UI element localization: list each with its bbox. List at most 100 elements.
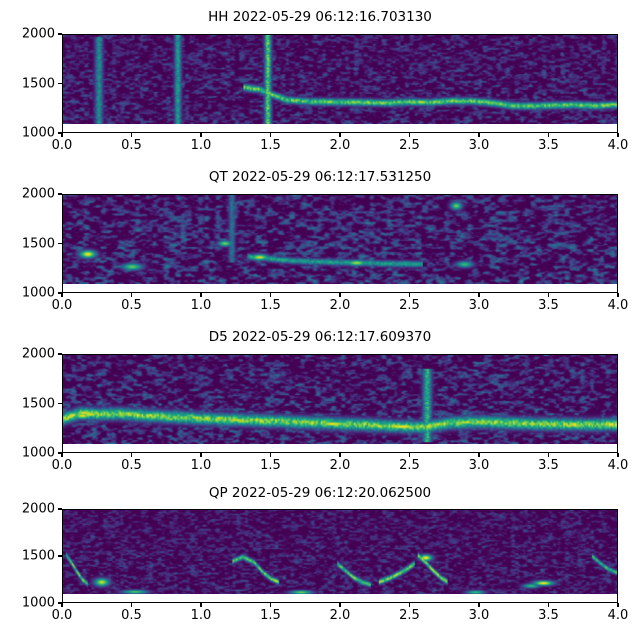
y-tick-mark [58, 242, 62, 245]
y-tick-label: 2000 [21, 346, 55, 362]
x-tick-mark [617, 603, 619, 607]
x-tick-mark [408, 293, 411, 297]
y-tick-mark [58, 82, 62, 85]
x-tick-label: 0.0 [51, 608, 73, 623]
x-tick-label: 0.5 [121, 608, 142, 623]
x-tick-label: 2.0 [329, 298, 351, 313]
x-tick-mark [478, 453, 480, 457]
x-tick-label: 2.5 [399, 458, 420, 473]
y-tick-mark [58, 602, 62, 604]
x-tick-mark [617, 133, 619, 137]
x-tick-mark [61, 293, 63, 297]
x-tick-label: 0.0 [51, 298, 73, 313]
x-tick-label: 0.5 [121, 298, 142, 313]
y-tick-label: 1500 [21, 396, 55, 411]
panel-title-d5: D5 2022-05-29 06:12:17.609370 [208, 329, 432, 345]
y-tick-mark [58, 193, 62, 195]
x-tick-label: 3.5 [538, 458, 559, 473]
x-tick-mark [130, 453, 133, 457]
x-tick-mark [269, 603, 272, 607]
x-tick-label: 1.5 [260, 458, 281, 473]
x-tick-mark [478, 293, 480, 297]
panel-title-qt: QT 2022-05-29 06:12:17.531250 [208, 169, 432, 185]
spectrogram-image-qt [63, 195, 617, 292]
y-tick-mark [58, 353, 62, 355]
x-tick-mark [547, 603, 550, 607]
masked-band-d5 [63, 443, 617, 452]
x-tick-mark [200, 293, 202, 297]
x-tick-label: 1.0 [190, 458, 212, 473]
x-tick-label: 2.0 [329, 458, 351, 473]
x-tick-label: 2.0 [329, 138, 351, 153]
x-tick-mark [200, 453, 202, 457]
masked-band-qt [63, 283, 617, 292]
y-tick-label: 2000 [21, 26, 55, 42]
panel-title-hh: HH 2022-05-29 06:12:16.703130 [208, 9, 432, 25]
x-tick-mark [408, 453, 411, 457]
panel-title-qp: QP 2022-05-29 06:12:20.062500 [208, 485, 432, 501]
x-tick-mark [269, 133, 272, 137]
spectrogram-image-qp [63, 510, 617, 602]
x-tick-mark [61, 453, 63, 457]
x-tick-label: 3.5 [538, 138, 559, 153]
x-tick-mark [478, 133, 480, 137]
x-tick-mark [547, 293, 550, 297]
x-tick-label: 1.5 [260, 138, 281, 153]
x-tick-label: 2.5 [399, 298, 420, 313]
x-tick-mark [339, 603, 341, 607]
x-tick-label: 2.5 [399, 608, 420, 623]
y-tick-mark [58, 292, 62, 294]
x-tick-mark [61, 133, 63, 137]
x-tick-label: 2.5 [399, 138, 420, 153]
x-tick-mark [200, 133, 202, 137]
x-tick-mark [617, 453, 619, 457]
x-tick-mark [339, 133, 341, 137]
x-tick-label: 3.5 [538, 298, 559, 313]
y-tick-label: 1500 [21, 548, 55, 564]
spectrogram-image-d5 [63, 355, 617, 452]
spectrogram-image-hh [63, 35, 617, 132]
x-tick-label: 1.0 [190, 138, 212, 153]
x-tick-label: 1.0 [190, 608, 212, 623]
x-tick-mark [547, 453, 550, 457]
x-tick-label: 1.5 [260, 608, 281, 623]
y-tick-label: 1000 [21, 125, 55, 141]
spectrogram-axes-hh [62, 34, 618, 133]
spectrogram-axes-qt [62, 194, 618, 293]
x-tick-label: 1.5 [260, 298, 281, 313]
spectrogram-axes-qp [62, 509, 618, 603]
x-tick-label: 3.0 [468, 138, 490, 153]
y-tick-mark [58, 33, 62, 35]
x-tick-mark [617, 293, 619, 297]
x-tick-label: 3.5 [538, 608, 559, 623]
y-tick-label: 2000 [21, 501, 55, 517]
y-tick-label: 1500 [21, 236, 55, 251]
x-tick-label: 0.5 [121, 458, 142, 473]
x-tick-label: 3.0 [468, 298, 490, 313]
x-tick-label: 3.0 [468, 608, 490, 623]
y-tick-mark [58, 402, 62, 405]
masked-band-qp [63, 593, 617, 602]
x-tick-label: 4.0 [607, 458, 629, 473]
x-tick-mark [339, 453, 341, 457]
y-tick-label: 1000 [21, 445, 55, 461]
x-tick-mark [339, 293, 341, 297]
y-tick-label: 1000 [21, 595, 55, 611]
x-tick-label: 3.0 [468, 458, 490, 473]
x-tick-label: 4.0 [607, 298, 629, 313]
x-tick-label: 2.0 [329, 608, 351, 623]
y-tick-mark [58, 555, 62, 557]
x-tick-label: 0.0 [51, 138, 73, 153]
spectrogram-axes-d5 [62, 354, 618, 453]
y-tick-label: 1500 [21, 76, 55, 91]
x-tick-mark [269, 453, 272, 457]
y-tick-mark [58, 452, 62, 454]
x-tick-mark [200, 603, 202, 607]
x-tick-label: 0.0 [51, 458, 73, 473]
masked-band-hh [63, 124, 617, 132]
x-tick-mark [130, 293, 133, 297]
x-tick-label: 4.0 [607, 138, 629, 153]
x-tick-label: 1.0 [190, 298, 212, 313]
x-tick-mark [547, 133, 550, 137]
